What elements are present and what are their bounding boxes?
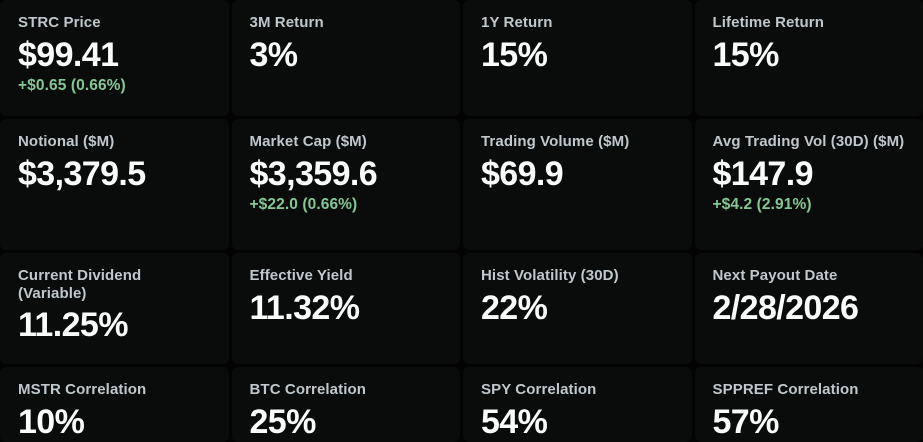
stat-tile-market-cap: Market Cap ($M) $3,359.6 +$22.0 (0.66%) bbox=[231, 119, 460, 250]
stat-tile-mstr-correlation: MSTR Correlation 10% bbox=[0, 367, 229, 442]
stat-tile-notional: Notional ($M) $3,379.5 bbox=[0, 119, 229, 250]
stat-value: 22% bbox=[481, 288, 548, 327]
stat-value: 25% bbox=[249, 402, 317, 441]
stat-value: 57% bbox=[712, 402, 780, 441]
stat-value: 2/28/2026 bbox=[712, 288, 859, 327]
stat-tile-btc-correlation: BTC Correlation 25% bbox=[231, 367, 460, 442]
stat-tile-avg-trading-vol-30d: Avg Trading Vol (30D) ($M) $147.9 +$4.2 … bbox=[694, 119, 923, 250]
stat-change: +$4.2 (2.91%) bbox=[712, 196, 812, 214]
stat-value: 15% bbox=[712, 35, 780, 74]
stat-label: SPPREF Correlation bbox=[712, 381, 859, 398]
stat-value: $3,359.6 bbox=[249, 154, 378, 193]
stat-value: $99.41 bbox=[18, 35, 119, 74]
stat-label: MSTR Correlation bbox=[18, 381, 147, 398]
stat-value: 10% bbox=[18, 402, 85, 441]
stat-tile-lifetime-return: Lifetime Return 15% bbox=[694, 0, 923, 116]
stat-value: $147.9 bbox=[712, 154, 814, 193]
stat-label: Trading Volume ($M) bbox=[481, 133, 630, 150]
stat-label: Next Payout Date bbox=[712, 267, 838, 284]
stat-change: +$22.0 (0.66%) bbox=[249, 196, 358, 214]
stat-label: 1Y Return bbox=[481, 14, 553, 31]
stat-label: Avg Trading Vol (30D) ($M) bbox=[712, 133, 905, 150]
stat-change: +$0.65 (0.66%) bbox=[18, 77, 126, 95]
stat-tile-1y-return: 1Y Return 15% bbox=[463, 0, 692, 116]
stat-label: Hist Volatility (30D) bbox=[481, 267, 619, 284]
stat-value: 3% bbox=[249, 35, 299, 74]
stat-value: $3,379.5 bbox=[18, 154, 146, 193]
stat-value: 11.32% bbox=[249, 288, 360, 327]
stat-tile-3m-return: 3M Return 3% bbox=[231, 0, 460, 116]
stat-label: 3M Return bbox=[249, 14, 324, 31]
stat-tile-hist-volatility-30d: Hist Volatility (30D) 22% bbox=[463, 253, 692, 364]
stat-tile-spy-correlation: SPY Correlation 54% bbox=[463, 367, 692, 442]
stat-tile-trading-volume: Trading Volume ($M) $69.9 bbox=[463, 119, 692, 250]
stat-tile-effective-yield: Effective Yield 11.32% bbox=[231, 253, 460, 364]
stat-label: Notional ($M) bbox=[18, 133, 115, 150]
stat-label: SPY Correlation bbox=[481, 381, 597, 398]
stat-tile-current-dividend: Current Dividend (Variable) 11.25% bbox=[0, 253, 229, 364]
stat-tile-sppref-correlation: SPPREF Correlation 57% bbox=[694, 367, 923, 442]
stat-value: 15% bbox=[481, 35, 548, 74]
stat-label: STRC Price bbox=[18, 14, 101, 31]
stat-label: BTC Correlation bbox=[249, 381, 367, 398]
stat-label: Lifetime Return bbox=[712, 14, 825, 31]
stat-value: 11.25% bbox=[18, 306, 128, 345]
stat-tile-strc-price: STRC Price $99.41 +$0.65 (0.66%) bbox=[0, 0, 229, 116]
stat-label: Current Dividend (Variable) bbox=[18, 267, 142, 302]
stat-label: Effective Yield bbox=[249, 267, 353, 284]
stat-label: Market Cap ($M) bbox=[249, 133, 367, 150]
stat-value: 54% bbox=[481, 402, 548, 441]
stat-value: $69.9 bbox=[481, 154, 564, 193]
stat-tile-next-payout-date: Next Payout Date 2/28/2026 bbox=[694, 253, 923, 364]
